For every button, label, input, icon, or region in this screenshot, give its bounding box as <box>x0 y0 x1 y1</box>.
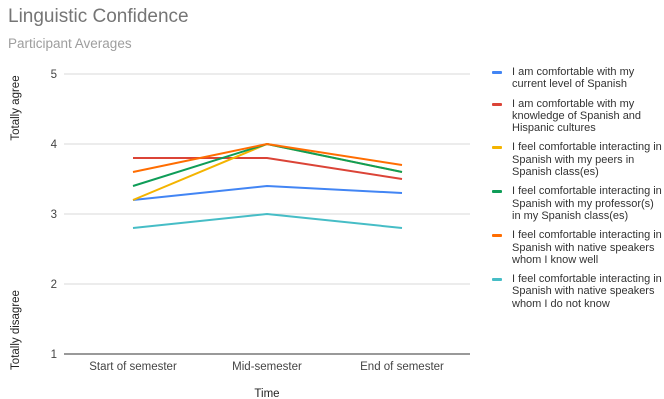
y-tick-label: 4 <box>51 139 58 151</box>
series-line-4[interactable] <box>132 143 403 187</box>
chart-title: Linguistic Confidence <box>8 6 189 27</box>
legend-swatch <box>492 190 502 194</box>
legend-swatch <box>492 146 502 150</box>
series-line-6[interactable] <box>132 213 403 229</box>
y-tick-label: 2 <box>51 279 57 291</box>
legend-swatch <box>492 102 502 106</box>
chart-subtitle: Participant Averages <box>8 36 132 51</box>
series-line-2[interactable] <box>133 157 403 180</box>
y-tick-label: 1 <box>51 349 57 361</box>
x-tick-labels: Start of semester Mid-semester End of seme… <box>89 361 444 373</box>
x-tick-label: End of semester <box>360 361 444 373</box>
legend-item-3[interactable]: I feel comfortable interacting in Spanis… <box>492 141 664 178</box>
series-lines <box>132 143 403 229</box>
legend: I am comfortable with my current level o… <box>492 66 664 317</box>
legend-swatch <box>492 278 502 282</box>
y-axis-title-bottom: Totally disagree <box>10 290 22 370</box>
y-axis-title-top: Totally agree <box>10 75 22 140</box>
y-tick-label: 5 <box>51 69 57 81</box>
legend-label: I feel comfortable interacting in Spanis… <box>512 273 662 310</box>
legend-item-5[interactable]: I feel comfortable interacting in Spanis… <box>492 229 664 266</box>
legend-label: I feel comfortable interacting in Spanis… <box>512 185 662 222</box>
legend-item-1[interactable]: I am comfortable with my current level o… <box>492 66 664 91</box>
legend-label: I feel comfortable interacting in Spanis… <box>512 229 662 266</box>
x-tick-label: Mid-semester <box>232 361 302 373</box>
x-tick-label: Start of semester <box>89 361 177 373</box>
series-line-5[interactable] <box>132 143 403 173</box>
legend-swatch <box>492 71 502 74</box>
legend-label: I am comfortable with my current level o… <box>512 66 635 91</box>
legend-item-6[interactable]: I feel comfortable interacting in Spanis… <box>492 273 664 310</box>
y-tick-label: 3 <box>51 209 57 221</box>
x-axis-title: Time <box>254 388 279 399</box>
y-tick-labels: 1 2 3 4 5 <box>51 69 58 361</box>
legend-item-2[interactable]: I am comfortable with my knowledge of Sp… <box>492 98 664 135</box>
legend-label: I am comfortable with my knowledge of Sp… <box>512 97 642 135</box>
legend-item-4[interactable]: I feel comfortable interacting in Spanis… <box>492 185 664 222</box>
legend-label: I feel comfortable interacting in Spanis… <box>512 141 662 179</box>
legend-swatch <box>492 234 502 238</box>
series-line-1[interactable] <box>132 185 403 201</box>
